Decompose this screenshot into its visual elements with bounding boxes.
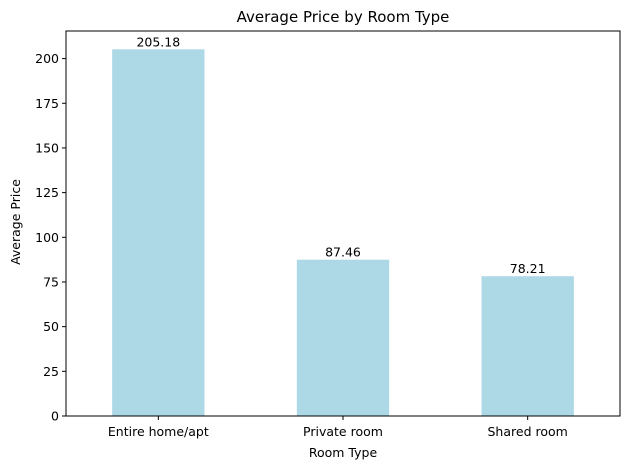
y-tick-label-7: 175 [35, 96, 59, 111]
plot-frame [65, 30, 621, 417]
y-tick-label-4: 100 [35, 230, 59, 245]
bar-2 [481, 276, 574, 416]
y-axis: 0 25 50 75 100 125 150 175 200 [35, 51, 66, 424]
y-tick-label-6: 150 [35, 140, 59, 155]
y-tick-label-2: 50 [43, 319, 59, 334]
data-labels-group: 205.18 87.46 78.21 [136, 34, 545, 276]
data-label-1: 87.46 [325, 245, 361, 260]
bar-1 [296, 259, 390, 416]
y-tick-label-0: 0 [51, 409, 59, 424]
data-label-0: 205.18 [136, 34, 180, 49]
y-tick-label-1: 25 [43, 364, 59, 379]
y-axis-label: Average Price [8, 179, 23, 265]
y-tick-label-8: 200 [35, 51, 59, 66]
x-tick-label-0: Entire home/apt [108, 424, 209, 439]
y-tick-label-5: 125 [35, 185, 59, 200]
y-tick-label-3: 75 [43, 274, 59, 289]
x-tick-label-2: Shared room [488, 424, 568, 439]
bar-0 [112, 49, 205, 417]
bars-group [112, 49, 574, 417]
x-axis: Entire home/apt Private room Shared room [108, 416, 568, 439]
x-tick-label-1: Private room [303, 424, 383, 439]
data-label-2: 78.21 [510, 261, 546, 276]
x-axis-label: Room Type [309, 445, 378, 460]
chart-title: Average Price by Room Type [237, 8, 450, 26]
